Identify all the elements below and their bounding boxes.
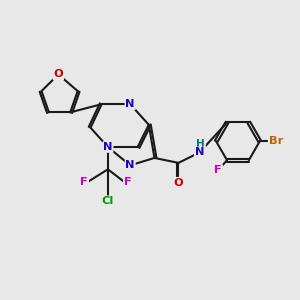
Text: N: N — [195, 148, 204, 158]
Text: O: O — [174, 178, 183, 188]
Text: H: H — [196, 139, 205, 149]
Text: N: N — [103, 142, 112, 152]
Text: Cl: Cl — [102, 196, 114, 206]
Text: N: N — [125, 99, 135, 109]
Text: N: N — [125, 160, 135, 170]
Text: Br: Br — [268, 136, 283, 146]
Text: O: O — [53, 70, 63, 80]
Text: F: F — [214, 165, 222, 175]
Text: F: F — [80, 177, 88, 187]
Text: F: F — [124, 177, 132, 187]
